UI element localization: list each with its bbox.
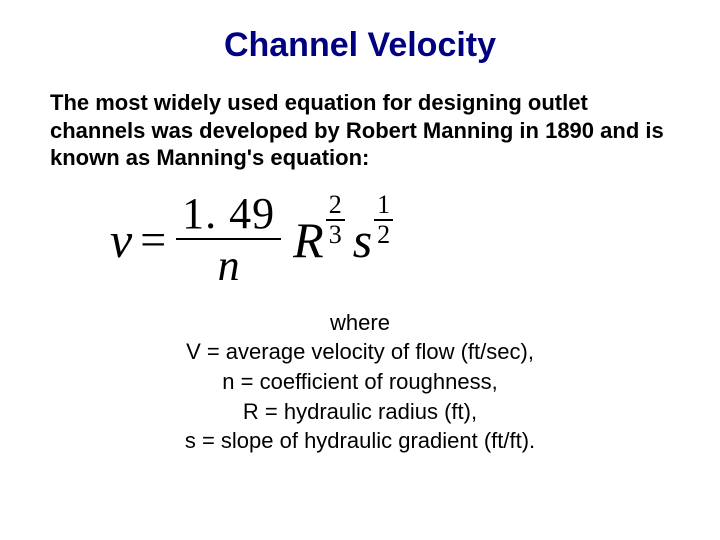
R-exponent-numerator: 2: [326, 192, 345, 219]
slide: Channel Velocity The most widely used eq…: [0, 0, 720, 540]
equals-sign: =: [138, 213, 170, 266]
R-exponent: 2 3: [326, 192, 345, 248]
slide-title: Channel Velocity: [50, 26, 670, 65]
definition-s: s = slope of hydraulic gradient (ft/ft).: [50, 426, 670, 456]
s-exponent-denominator: 2: [374, 219, 393, 248]
coefficient-fraction: 1. 49 n: [176, 192, 281, 288]
definitions-block: where V = average velocity of flow (ft/s…: [50, 308, 670, 456]
definition-V: V = average velocity of flow (ft/sec),: [50, 337, 670, 367]
definition-where: where: [50, 308, 670, 338]
intro-paragraph: The most widely used equation for design…: [50, 89, 670, 172]
variable-s: s: [347, 211, 372, 269]
definition-R: R = hydraulic radius (ft),: [50, 397, 670, 427]
R-exponent-denominator: 3: [326, 219, 345, 248]
s-exponent-numerator: 1: [374, 192, 393, 219]
equation-row: v = 1. 49 n R 2 3 s 1 2: [110, 192, 670, 288]
variable-R: R: [287, 211, 324, 269]
variable-v: v: [110, 211, 138, 269]
manning-equation: v = 1. 49 n R 2 3 s 1 2: [110, 192, 670, 288]
definition-n: n = coefficient of roughness,: [50, 367, 670, 397]
coefficient-numerator: 1. 49: [176, 192, 281, 238]
coefficient-denominator: n: [176, 238, 281, 288]
s-exponent: 1 2: [374, 192, 393, 248]
